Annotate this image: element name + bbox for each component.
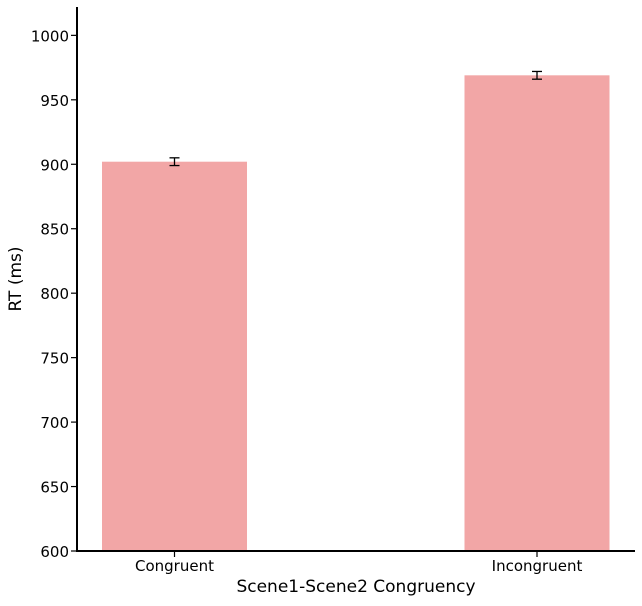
y-axis-ticks: 600 650 700 750 800 850 900 950 1000 <box>31 27 77 561</box>
x-axis-label: Scene1-Scene2 Congruency <box>236 577 475 597</box>
y-tick-label: 800 <box>40 285 69 303</box>
y-tick-label: 900 <box>40 156 69 174</box>
error-bar <box>532 70 542 80</box>
y-tick-label: 600 <box>40 543 69 561</box>
error-bar <box>169 157 180 167</box>
x-axis-ticks: Congruent Incongruent <box>135 551 582 575</box>
y-tick-label: 650 <box>40 479 69 497</box>
y-tick-label: 700 <box>40 414 69 432</box>
y-tick-label: 950 <box>40 92 69 110</box>
y-tick-label: 1000 <box>31 27 69 45</box>
bar-congruent <box>102 161 247 551</box>
bars-layer <box>102 75 610 552</box>
y-tick-label: 750 <box>40 350 69 368</box>
x-tick-label: Congruent <box>135 557 214 575</box>
bar-incongruent <box>464 75 610 552</box>
x-tick-label: Incongruent <box>492 557 583 575</box>
y-tick-label: 850 <box>40 221 69 239</box>
error-bars-layer <box>169 70 542 167</box>
y-axis-label: RT (ms) <box>6 246 26 311</box>
